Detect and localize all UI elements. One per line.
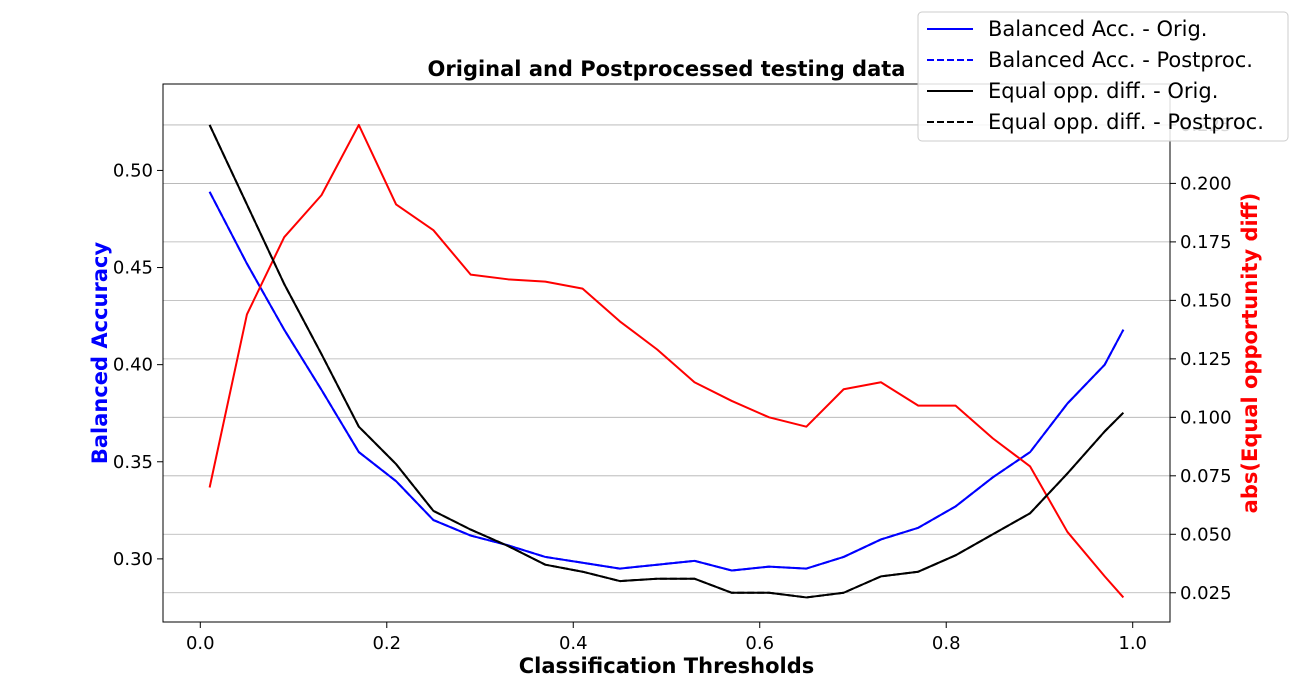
chart-title: Original and Postprocessed testing data: [428, 57, 906, 81]
x-tick-label: 0.8: [932, 633, 961, 654]
series-line-2: [208, 124, 1125, 599]
y-left-tick-label: 0.30: [113, 549, 153, 570]
series-line-3: [208, 124, 1125, 599]
y-left-tick-label: 0.40: [113, 355, 153, 376]
x-tick-label: 0.6: [745, 633, 774, 654]
y-right-tick-label: 0.125: [1180, 349, 1232, 370]
y-right-tick-label: 0.150: [1180, 290, 1232, 311]
y-right-tick-label: 0.175: [1180, 232, 1232, 253]
y-axis-left-title: Balanced Accuracy: [88, 242, 112, 465]
x-tick-label: 0.2: [372, 633, 401, 654]
y-axis-right-title: abs(Equal opportunity diff): [1238, 193, 1262, 514]
legend: Balanced Acc. - Orig. Balanced Acc. - Pos…: [917, 11, 1289, 142]
series-line-1: [208, 191, 1125, 572]
y-left-tick-label: 0.50: [113, 160, 153, 181]
y-left-tick-label: 0.35: [113, 452, 153, 473]
legend-label: Balanced Acc. - Postproc.: [988, 48, 1253, 72]
x-axis-title: Classification Thresholds: [519, 654, 815, 678]
x-axis: 0.0 0.2 0.4 0.6 0.8 1.0: [186, 622, 1147, 654]
series-line-0: [208, 191, 1125, 572]
x-tick-label: 0.0: [186, 633, 215, 654]
legend-box: [917, 11, 1289, 142]
y-axis-left: 0.30 0.35 0.40 0.45 0.50: [113, 160, 163, 570]
series-lines: [208, 123, 1125, 599]
y-right-tick-label: 0.050: [1180, 524, 1232, 545]
y-right-tick-label: 0.100: [1180, 407, 1232, 428]
y-axis-right: 0.025 0.050 0.075 0.100 0.125 0.150 0.175 0.200…: [1170, 115, 1232, 604]
y-right-tick-label: 0.025: [1180, 583, 1232, 604]
legend-label: Equal opp. diff. - Postproc.: [988, 110, 1264, 134]
y-right-tick-label: 0.075: [1180, 466, 1232, 487]
plot-frame: [162, 83, 1171, 623]
legend-label: Balanced Acc. - Orig.: [988, 17, 1207, 41]
y-right-tick-label: 0.200: [1180, 173, 1232, 194]
series-line-4: [208, 123, 1125, 599]
x-tick-label: 0.4: [559, 633, 588, 654]
legend-label: Equal opp. diff. - Orig.: [988, 79, 1218, 103]
x-tick-label: 1.0: [1118, 633, 1147, 654]
y-left-tick-label: 0.45: [113, 258, 153, 279]
